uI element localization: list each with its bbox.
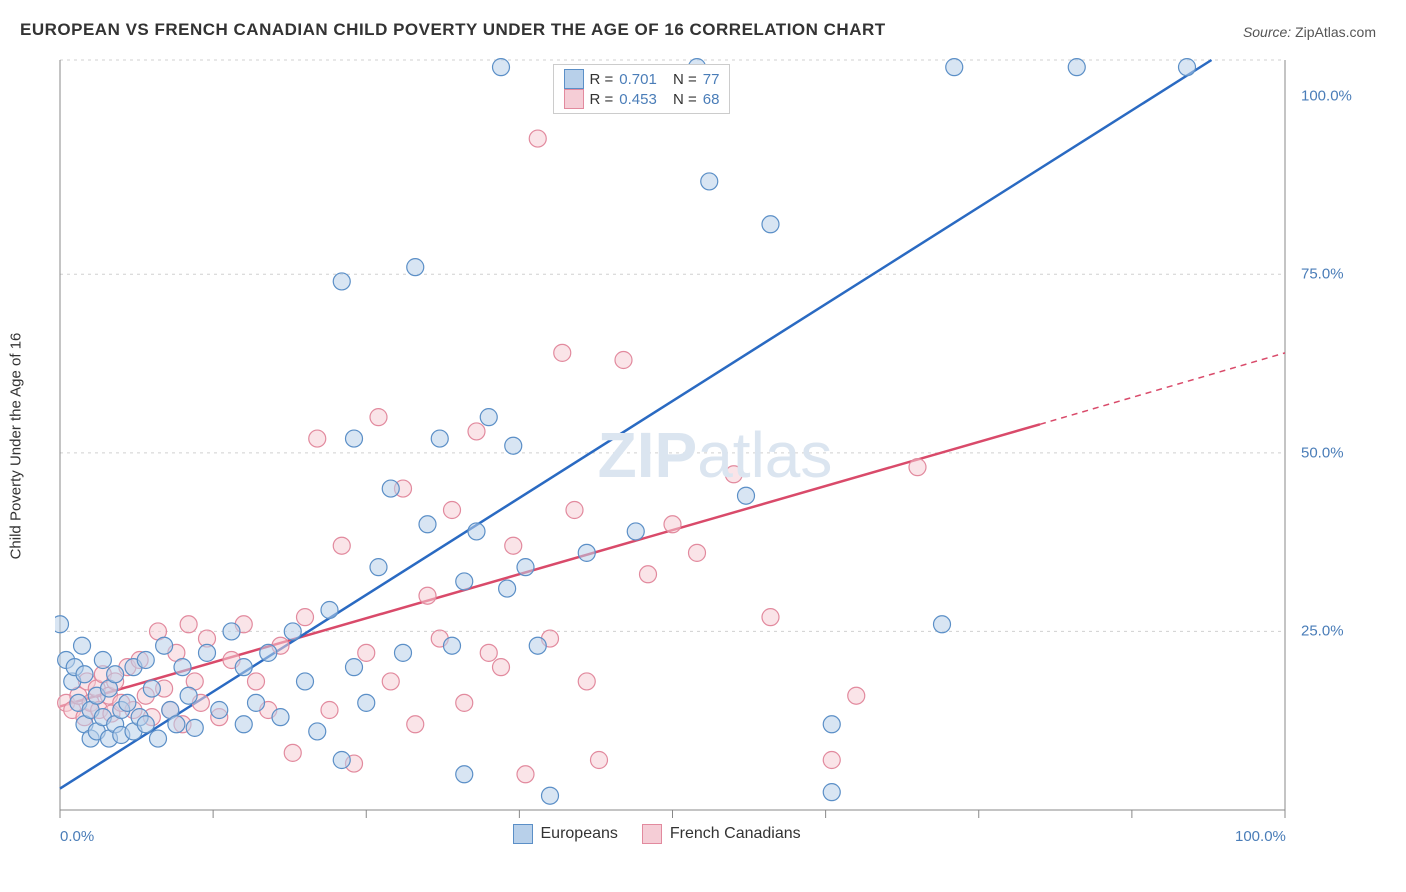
r-label: R = (590, 71, 614, 88)
n-value-europeans[interactable]: 77 (703, 71, 720, 88)
source-name: ZipAtlas.com (1295, 24, 1376, 40)
y-tick-label: 100.0% (1301, 87, 1352, 104)
n-value-french-canadians[interactable]: 68 (703, 91, 720, 108)
n-label: N = (673, 91, 697, 108)
swatch-europeans-icon (513, 824, 533, 844)
y-tick-label: 75.0% (1301, 266, 1344, 283)
n-label: N = (673, 71, 697, 88)
chart-title: EUROPEAN VS FRENCH CANADIAN CHILD POVERT… (20, 20, 886, 40)
legend-row-french-canadians: R = 0.453 N = 68 (564, 89, 720, 109)
legend-item-french-canadians: French Canadians (642, 824, 801, 844)
x-tick-label: 100.0% (1235, 828, 1286, 845)
source-attribution: Source: ZipAtlas.com (1243, 24, 1376, 40)
swatch-europeans (564, 69, 584, 89)
legend-item-europeans: Europeans (513, 824, 618, 844)
swatch-french-canadians-icon (642, 824, 662, 844)
y-tick-label: 25.0% (1301, 623, 1344, 640)
correlation-legend: R = 0.701 N = 77 R = 0.453 N = 68 (553, 64, 731, 114)
source-label: Source: (1243, 24, 1291, 40)
swatch-french-canadians (564, 89, 584, 109)
r-value-europeans[interactable]: 0.701 (619, 71, 657, 88)
legend-row-europeans: R = 0.701 N = 77 (564, 69, 720, 89)
x-tick-label: 0.0% (60, 828, 94, 845)
y-tick-label: 50.0% (1301, 444, 1344, 461)
y-axis-label: Child Poverty Under the Age of 16 (8, 333, 25, 560)
r-value-french-canadians[interactable]: 0.453 (619, 91, 657, 108)
r-label: R = (590, 91, 614, 108)
chart-svg (55, 55, 1375, 855)
legend-label-french-canadians: French Canadians (670, 825, 801, 843)
legend-label-europeans: Europeans (541, 825, 618, 843)
series-legend: Europeans French Canadians (513, 824, 801, 844)
scatter-chart: ZIPatlas R = 0.701 N = 77 R = 0.453 N = … (55, 55, 1375, 855)
